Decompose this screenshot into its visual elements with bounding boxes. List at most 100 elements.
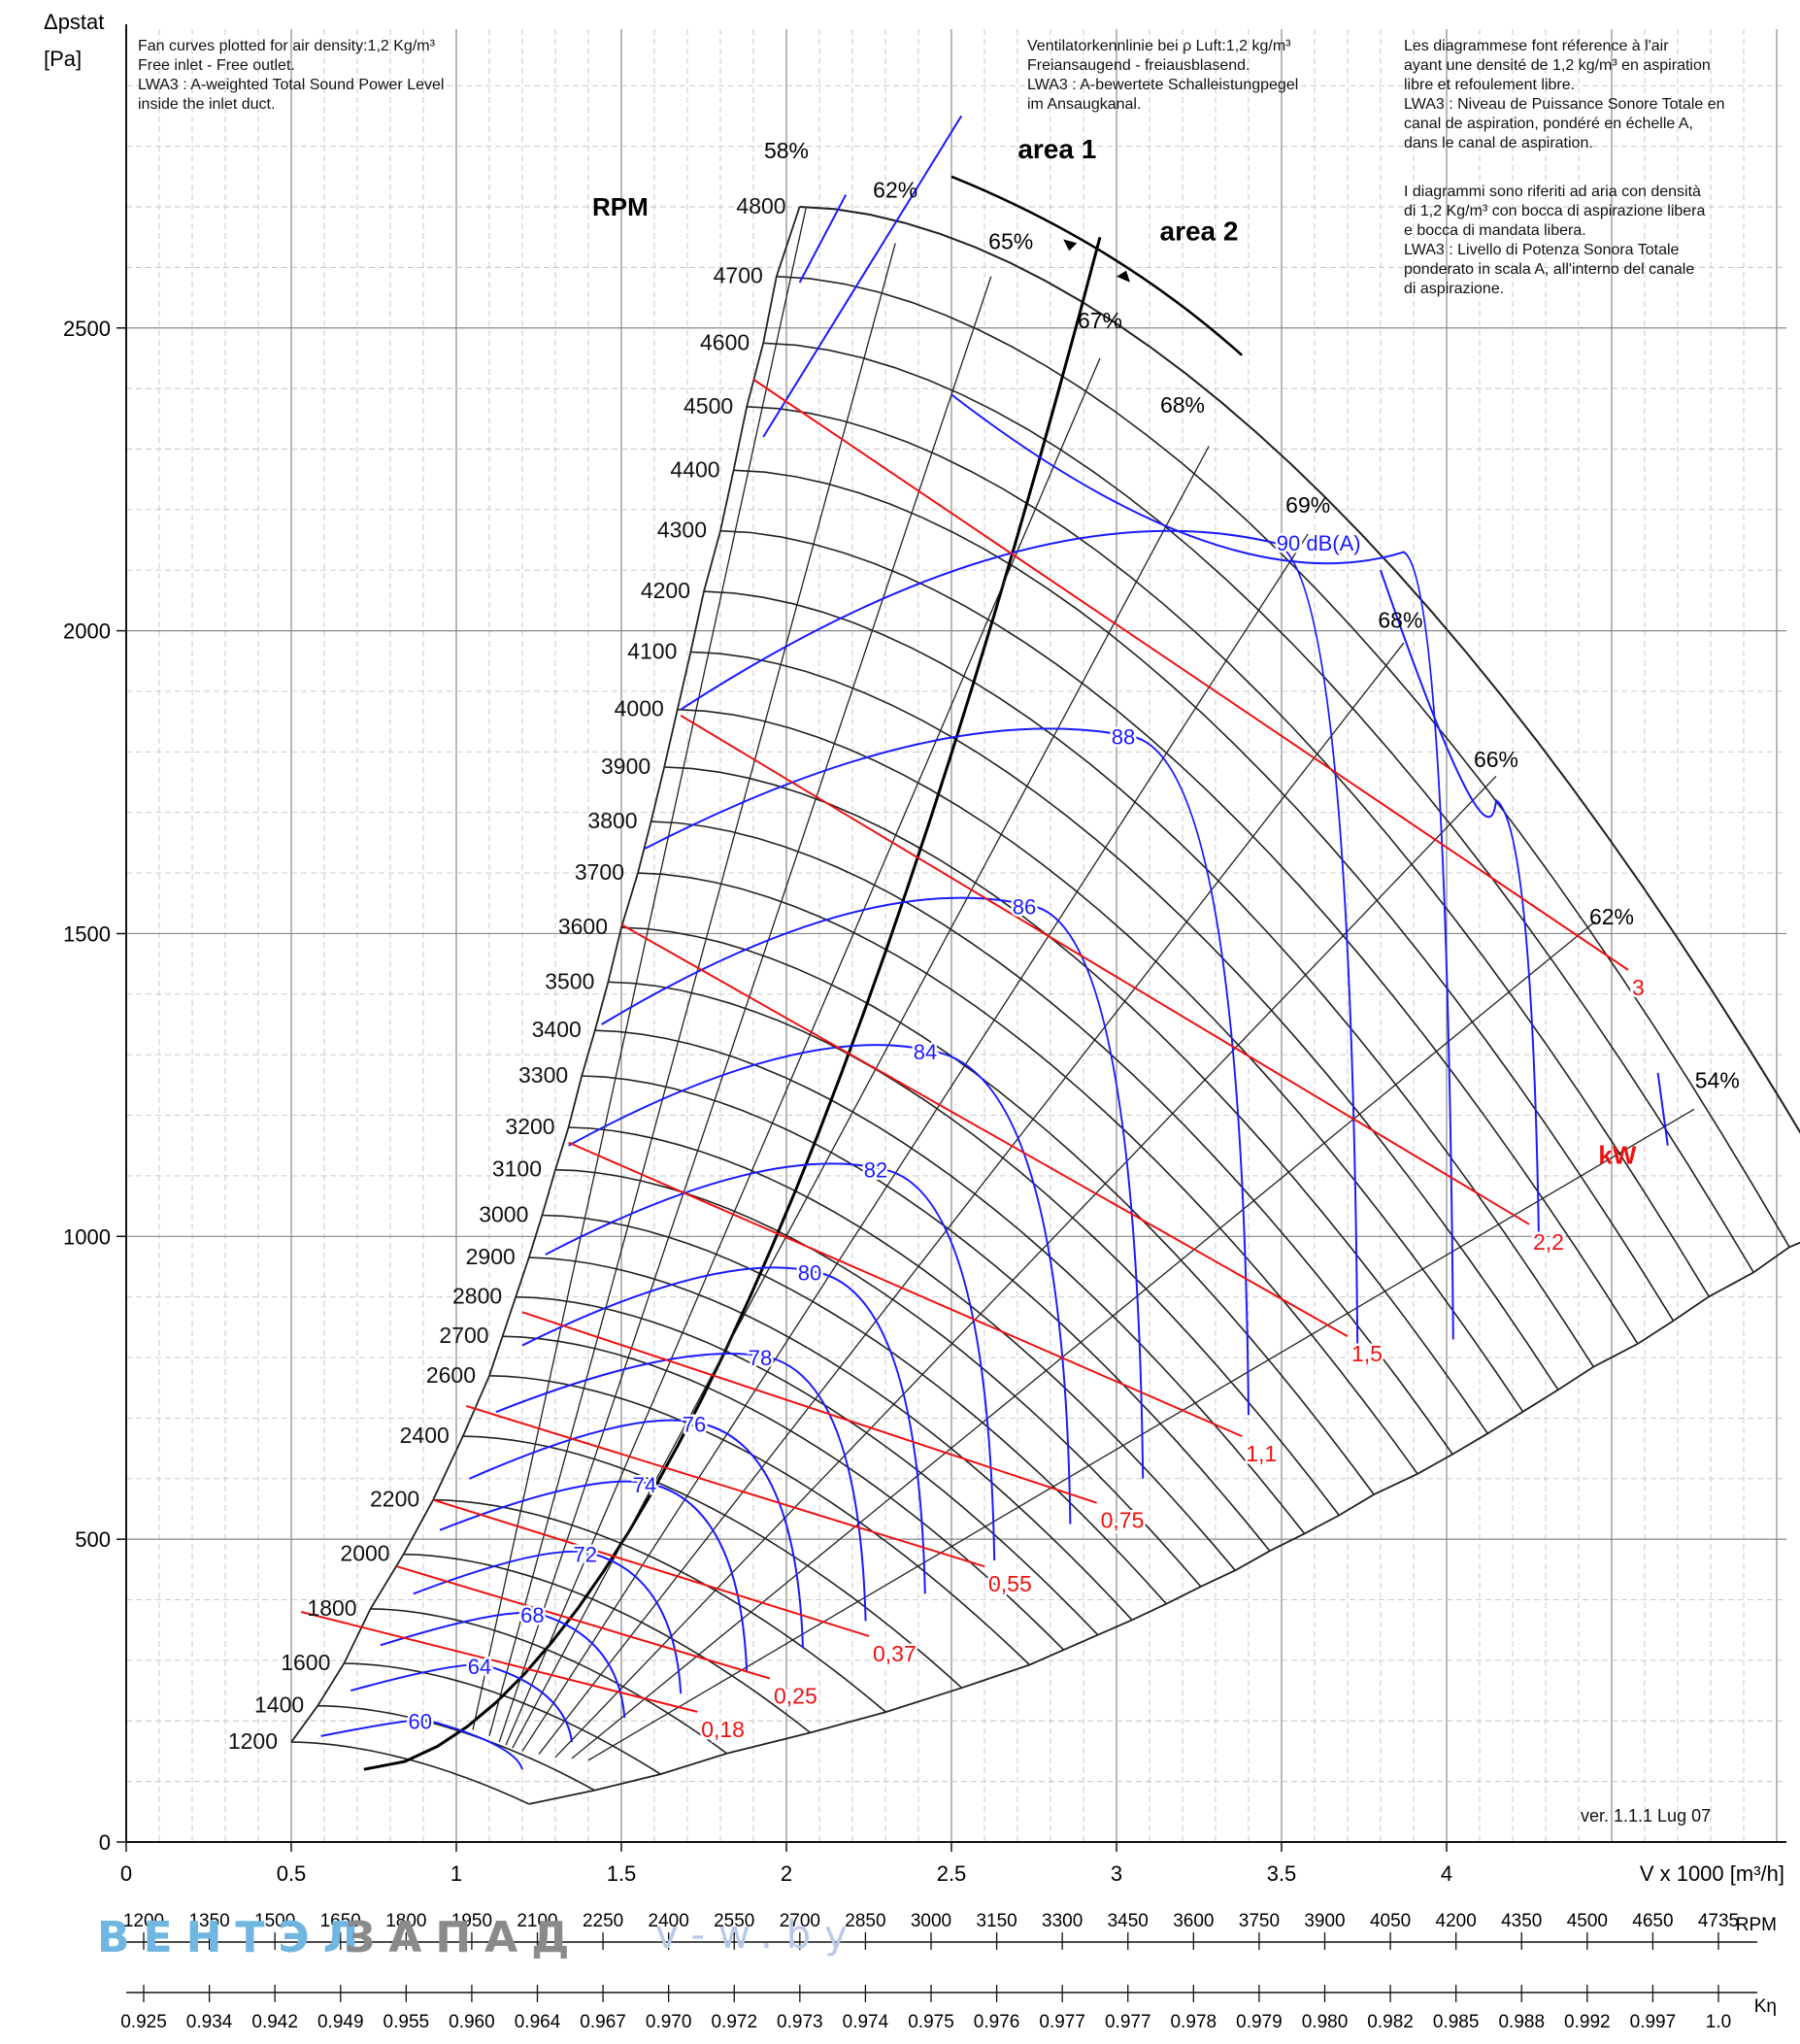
rpm-scale-label: 3900 (1304, 1911, 1345, 1931)
rpm-curve (542, 1214, 1167, 1605)
efficiency-line (512, 446, 1210, 1749)
rpm-label: 3200 (505, 1114, 554, 1139)
rpm-curve (637, 872, 1418, 1475)
rpm-curve (554, 1168, 1202, 1588)
area-divider-line (363, 236, 1102, 1771)
x-tick-label: 2.5 (937, 1861, 967, 1886)
sound-curve (350, 1663, 573, 1743)
rpm-label: 2000 (340, 1541, 389, 1566)
sound-label: 78 (749, 1346, 772, 1370)
rpm-scale-label: 3150 (976, 1911, 1017, 1931)
rpm-curve (502, 1335, 1065, 1651)
power-label: 0,55 (988, 1571, 1032, 1596)
efficiency-line (554, 775, 1497, 1759)
area-1-label: area 1 (1017, 134, 1096, 164)
sound-label: 60 (409, 1709, 432, 1733)
k-scale-label: 0.972 (711, 2012, 757, 2032)
rpm-curve (703, 590, 1594, 1368)
sound-label: 80 (798, 1261, 821, 1286)
rpm-scale-label: 4050 (1370, 1911, 1411, 1931)
rpm-label: 4300 (657, 518, 707, 543)
rpm-scale-label: 3000 (911, 1911, 951, 1931)
rpm-label: 3500 (545, 968, 594, 993)
power-label: 0,25 (774, 1684, 817, 1709)
rpm-curve (462, 1435, 963, 1689)
efficiency-label: 62% (1589, 904, 1634, 929)
rpm-label: 4600 (700, 329, 750, 354)
rpm-scale-label: 1350 (188, 1911, 229, 1931)
rpm-curve (290, 1741, 530, 1805)
sound-curve (568, 1044, 1072, 1525)
power-label: 2,2 (1533, 1229, 1564, 1255)
sound-curve (380, 1611, 626, 1719)
rpm-label: 4400 (670, 456, 719, 482)
rpm-label: 1600 (281, 1650, 330, 1675)
note-german: Ventilatorkennlinie bei ρ Luft:1,2 kg/m³… (1027, 38, 1299, 113)
rpm-curve (776, 275, 1790, 1248)
rpm-label: 3900 (601, 754, 650, 779)
rpm-label: 2400 (400, 1423, 450, 1448)
rpm-label: 2700 (439, 1323, 488, 1348)
sound-label: 86 (1013, 894, 1036, 919)
rpm-label: 4000 (615, 696, 664, 721)
k-scale-label: 0.997 (1630, 2012, 1677, 2032)
rpm-curves (290, 175, 1800, 1805)
k-scale-label: 0.974 (843, 2012, 889, 2032)
x-tick-label: 4 (1441, 1861, 1452, 1886)
rpm-label: 2900 (466, 1244, 516, 1269)
rpm-label: 4500 (683, 393, 733, 419)
efficiency-lines (472, 206, 1695, 1761)
rpm-label: 2200 (370, 1487, 419, 1512)
rpm-scale-label: 4350 (1501, 1911, 1542, 1931)
sound-label: 84 (914, 1040, 937, 1064)
rpm-scale-label: 2850 (845, 1911, 885, 1931)
rpm-scale-label: 1500 (254, 1911, 295, 1931)
sound-curves (320, 115, 1669, 1770)
rpm-scale-label: 4500 (1567, 1911, 1608, 1931)
rpm-scale-label: 4735 (1698, 1911, 1739, 1931)
sound-curve-stub (762, 115, 963, 438)
sound-label: 76 (683, 1413, 706, 1437)
rpm-label: 3800 (587, 808, 637, 833)
efficiency-label: 62% (873, 178, 917, 203)
sound-label: 68 (520, 1603, 544, 1627)
sound-curve (469, 1419, 804, 1649)
power-label: 0,75 (1101, 1508, 1145, 1533)
note-english: Fan curves plotted for air density:1,2 K… (138, 38, 445, 113)
power-line (568, 1141, 1243, 1438)
rpm-label: 4100 (627, 638, 677, 663)
k-scale-label: 0.970 (646, 2012, 692, 2032)
k-scale-label: 0.979 (1236, 2012, 1283, 2032)
area-2-label: area 2 (1160, 216, 1239, 246)
k-scale-label: 0.964 (515, 2012, 561, 2032)
power-line (465, 1404, 985, 1568)
rpm-scale-label: 3600 (1173, 1911, 1214, 1931)
k-scale-label: 0.978 (1171, 2012, 1217, 2032)
rpm-curve (528, 1257, 1133, 1621)
rpm-scale-title: RPM (1736, 1915, 1777, 1935)
rpm-label: 2800 (452, 1284, 502, 1309)
rpm-curve (403, 1553, 812, 1734)
efficiency-label: 69% (1285, 492, 1330, 518)
power-label: 0,18 (701, 1717, 745, 1742)
k-scale-label: 0.988 (1498, 2012, 1545, 2032)
rpm-label: 4800 (736, 193, 785, 218)
y-tick-label: 2500 (63, 317, 111, 341)
rpm-scale-label: 4200 (1436, 1911, 1477, 1931)
efficiency-label: 68% (1378, 607, 1422, 632)
x-axis-title: V x 1000 [m³/h] (1640, 1861, 1784, 1886)
rpm-label: 4200 (641, 578, 690, 603)
rpm-curve (594, 1029, 1306, 1534)
power-line (620, 923, 1349, 1338)
efficiency-label: 54% (1695, 1067, 1740, 1092)
rpm-curve (568, 1126, 1236, 1571)
k-scale-label: 0.967 (580, 2012, 626, 2032)
x-tick-label: 2 (781, 1861, 792, 1886)
rpm-scale-label: 2700 (780, 1911, 820, 1931)
efficiency-label: 68% (1160, 392, 1205, 418)
efficiency-line (521, 533, 1309, 1752)
sound-curve (644, 727, 1250, 1416)
rpm-scale-label: 2100 (517, 1911, 557, 1931)
k-scale-label: 0.955 (383, 2012, 430, 2032)
